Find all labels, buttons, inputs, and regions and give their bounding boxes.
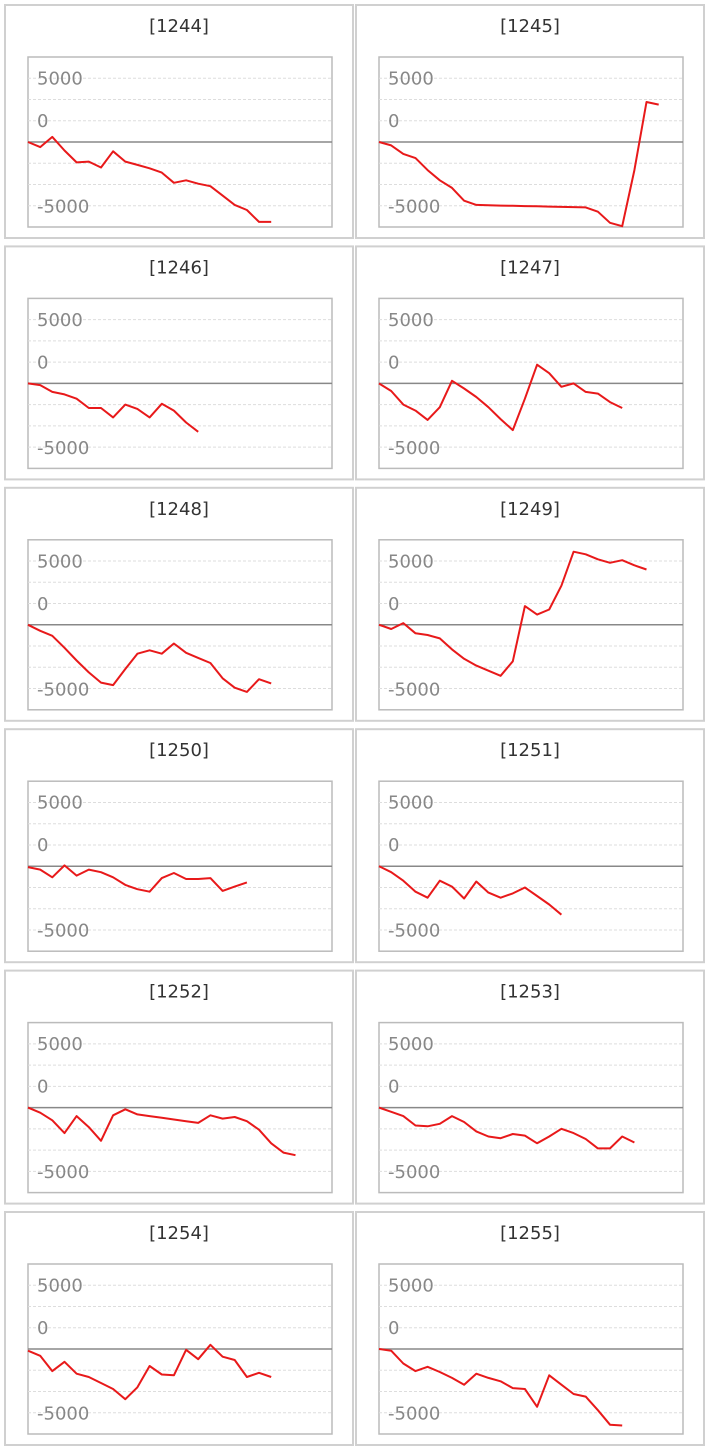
series-line (27, 135, 272, 223)
y-tick-label: 5000 (37, 69, 83, 90)
panel-border (355, 245, 705, 481)
chart-title: [1251] (500, 740, 560, 761)
y-tick-label: -5000 (388, 1162, 440, 1183)
y-tick-label: 0 (37, 111, 48, 132)
chart-title: [1246] (149, 257, 209, 278)
chart-panel: [1252] -5000 0 5000 (4, 969, 354, 1205)
series-line (27, 623, 272, 693)
chart-panel: [1246] -5000 0 5000 (4, 245, 354, 481)
series-line (378, 363, 623, 432)
y-tick-label: -5000 (388, 679, 440, 700)
panel-border (4, 969, 354, 1205)
panel-border (4, 728, 354, 964)
y-tick-label: -5000 (37, 921, 89, 942)
series-line (27, 864, 248, 893)
y-tick-label: 0 (37, 594, 48, 615)
y-tick-label: -5000 (37, 1162, 89, 1183)
chart-title: [1249] (500, 499, 560, 520)
panel-border (4, 245, 354, 481)
y-tick-label: 0 (388, 594, 399, 615)
y-tick-label: 5000 (388, 793, 434, 814)
panel-border (4, 4, 354, 239)
y-tick-label: 5000 (37, 551, 83, 572)
panel-border (355, 969, 705, 1205)
y-tick-label: -5000 (388, 921, 440, 942)
y-tick-label: 0 (37, 352, 48, 373)
chart-panel: [1247] -5000 0 5000 (355, 245, 705, 481)
chart-title: [1247] (500, 257, 560, 278)
panel-border (4, 486, 354, 722)
series-line (378, 550, 647, 677)
y-tick-label: 5000 (388, 69, 434, 90)
y-tick-label: -5000 (37, 197, 89, 218)
chart-title: [1245] (500, 16, 560, 37)
y-tick-label: 0 (37, 835, 48, 856)
y-tick-label: -5000 (37, 438, 89, 459)
y-tick-label: -5000 (388, 438, 440, 459)
panel-border (355, 728, 705, 964)
panel-border (4, 1211, 354, 1446)
series-line (27, 1343, 272, 1401)
y-tick-label: 5000 (388, 1034, 434, 1055)
chart-panel: [1254] -5000 0 5000 (4, 1211, 354, 1446)
chart-title: [1252] (149, 982, 209, 1003)
y-tick-label: -5000 (37, 1404, 89, 1425)
chart-panel: [1249] -5000 0 5000 (355, 486, 705, 722)
series-line (27, 1106, 296, 1157)
series-line (378, 1348, 623, 1427)
y-tick-label: 5000 (37, 1034, 83, 1055)
panel-border (355, 1211, 705, 1446)
chart-panel: [1251] -5000 0 5000 (355, 728, 705, 964)
y-tick-label: 0 (388, 111, 399, 132)
y-tick-label: 0 (388, 352, 399, 373)
y-tick-label: 0 (388, 835, 399, 856)
y-tick-label: 0 (388, 1318, 399, 1339)
chart-panel: [1250] -5000 0 5000 (4, 728, 354, 964)
chart-panel: [1245] -5000 0 5000 (355, 4, 705, 239)
chart-panel: [1253] -5000 0 5000 (355, 969, 705, 1205)
series-line (378, 865, 563, 916)
y-tick-label: 5000 (37, 793, 83, 814)
y-tick-label: 0 (37, 1077, 48, 1098)
chart-panel: [1248] -5000 0 5000 (4, 486, 354, 722)
y-tick-label: 5000 (388, 310, 434, 331)
panel-border (355, 4, 705, 239)
y-tick-label: -5000 (388, 1404, 440, 1425)
chart-panel: [1244] -5000 0 5000 (4, 4, 354, 239)
panel-border (355, 486, 705, 722)
chart-title: [1244] (149, 16, 209, 37)
series-line (378, 1106, 635, 1150)
y-tick-label: -5000 (37, 679, 89, 700)
chart-panel: [1255] -5000 0 5000 (355, 1211, 705, 1446)
y-tick-label: 5000 (37, 1276, 83, 1297)
y-tick-label: 5000 (388, 1276, 434, 1297)
series-line (27, 382, 199, 433)
y-tick-label: 0 (37, 1318, 48, 1339)
y-tick-label: 5000 (37, 310, 83, 331)
chart-title: [1253] (500, 982, 560, 1003)
y-tick-label: 5000 (388, 551, 434, 572)
y-tick-label: 0 (388, 1077, 399, 1098)
chart-title: [1255] (500, 1223, 560, 1244)
chart-title: [1250] (149, 740, 209, 761)
chart-title: [1248] (149, 499, 209, 520)
chart-title: [1254] (149, 1223, 209, 1244)
series-line (378, 101, 659, 228)
y-tick-label: -5000 (388, 197, 440, 218)
